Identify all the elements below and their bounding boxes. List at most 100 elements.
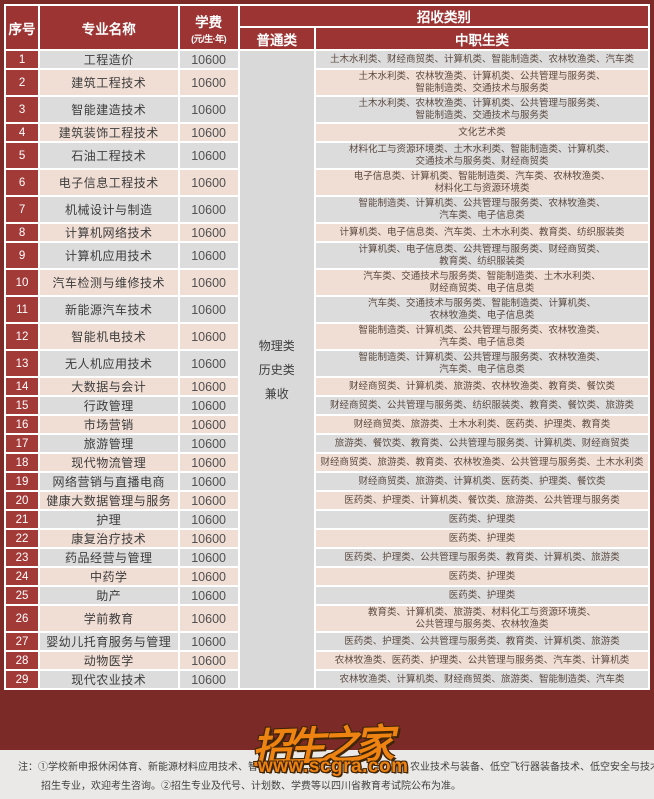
vocational-categories-cell: 旅游类、餐饮类、教育类、公共管理与服务类、计算机类、财经商贸类 xyxy=(313,433,651,454)
header-col-fee: 学费 (元/生·年) xyxy=(177,4,240,51)
vocational-categories-cell: 计算机类、电子信息类、汽车类、土木水利类、教育类、纺织服装类 xyxy=(313,222,651,243)
tuition-cell: 10600 xyxy=(177,395,240,416)
tuition-cell: 10600 xyxy=(177,222,240,243)
vocational-categories-cell: 文化艺术类 xyxy=(313,122,651,143)
row-number-cell: 3 xyxy=(3,95,41,124)
table-row: 26 学前教育 10600 教育类、计算机类、旅游类、材料化工与资源环境类、 公共管理… xyxy=(3,604,651,633)
footnote-line1-left: 注：①学校新申报休闲体育、新能源材料应用技术、智能制造装 xyxy=(18,762,298,773)
tuition-cell: 10600 xyxy=(177,566,240,587)
tuition-cell: 10600 xyxy=(177,141,240,170)
major-name-cell: 无人机应用技术 xyxy=(38,349,180,378)
tuition-cell: 10600 xyxy=(177,509,240,530)
table-body: 1 工程造价 10600 物理类 历史类 兼收 土木水利类、财经商贸类、计算机类、智能制造类… xyxy=(3,49,651,690)
vocational-categories-cell: 电子信息类、计算机类、智能制造类、汽车类、农林牧渔类、 材料化工与资源环境类 xyxy=(313,168,651,197)
table-row: 8 计算机网络技术 10600 计算机类、电子信息类、汽车类、土木水利类、教育类、纺织… xyxy=(3,222,651,243)
vocational-categories-cell: 农林牧渔类、计算机类、财经商贸类、旅游类、智能制造类、汽车类 xyxy=(313,669,651,690)
major-name-cell: 汽车检测与维修技术 xyxy=(38,268,180,297)
tuition-cell: 10600 xyxy=(177,528,240,549)
row-number-cell: 25 xyxy=(3,585,41,606)
row-number-cell: 18 xyxy=(3,452,41,473)
major-name-cell: 健康大数据管理与服务 xyxy=(38,490,180,511)
table-row: 12 智能机电技术 10600 智能制造类、计算机类、公共管理与服务类、农林牧渔类、 … xyxy=(3,322,651,351)
row-number-cell: 7 xyxy=(3,195,41,224)
table-row: 13 无人机应用技术 10600 智能制造类、计算机类、公共管理与服务类、农林牧渔类、… xyxy=(3,349,651,378)
tuition-cell: 10600 xyxy=(177,669,240,690)
footnote-line-2: 招生专业，欢迎考生咨询。②招生专业及代号、计划数、学费等以四川省教育考试院公布为… xyxy=(41,781,461,792)
major-name-cell: 建筑工程技术 xyxy=(38,68,180,97)
row-number-cell: 9 xyxy=(3,241,41,270)
header-fee-unit: (元/生·年) xyxy=(191,33,227,44)
table-row: 19 网络营销与直播电商 10600 财经商贸类、旅游类、计算机类、医药类、护理类、餐… xyxy=(3,471,651,492)
row-number-cell: 1 xyxy=(3,49,41,70)
table-row: 25 助产 10600 医药类、护理类 xyxy=(3,585,651,606)
vocational-categories-cell: 财经商贸类、旅游类、计算机类、医药类、护理类、餐饮类 xyxy=(313,471,651,492)
table-row: 2 建筑工程技术 10600 土木水利类、农林牧渔类、计算机类、公共管理与服务类、 智… xyxy=(3,68,651,97)
row-number-cell: 27 xyxy=(3,631,41,652)
vocational-categories-cell: 农林牧渔类、医药类、护理类、公共管理与服务类、汽车类、计算机类 xyxy=(313,650,651,671)
vocational-categories-cell: 财经商贸类、旅游类、教育类、农林牧渔类、公共管理与服务类、土木水利类 xyxy=(313,452,651,473)
row-number-cell: 5 xyxy=(3,141,41,170)
major-name-cell: 康复治疗技术 xyxy=(38,528,180,549)
row-number-cell: 17 xyxy=(3,433,41,454)
vocational-categories-cell: 财经商贸类、计算机类、旅游类、农林牧渔类、教育类、餐饮类 xyxy=(313,376,651,397)
major-name-cell: 旅游管理 xyxy=(38,433,180,454)
row-number-cell: 11 xyxy=(3,295,41,324)
header-fee-label: 学费 xyxy=(195,14,223,30)
vocational-categories-cell: 医药类、护理类 xyxy=(313,528,651,549)
tuition-cell: 10600 xyxy=(177,295,240,324)
row-number-cell: 4 xyxy=(3,122,41,143)
major-name-cell: 智能建造技术 xyxy=(38,95,180,124)
tuition-cell: 10600 xyxy=(177,95,240,124)
tuition-cell: 10600 xyxy=(177,68,240,97)
tuition-cell: 10600 xyxy=(177,471,240,492)
major-name-cell: 行政管理 xyxy=(38,395,180,416)
row-number-cell: 13 xyxy=(3,349,41,378)
tuition-cell: 10600 xyxy=(177,452,240,473)
row-number-cell: 10 xyxy=(3,268,41,297)
header-col-vocational: 中职生类 xyxy=(313,26,651,51)
vocational-categories-cell: 智能制造类、计算机类、公共管理与服务类、农林牧渔类、 汽车类、电子信息类 xyxy=(313,195,651,224)
row-number-cell: 15 xyxy=(3,395,41,416)
tuition-cell: 10600 xyxy=(177,585,240,606)
table-row: 9 计算机应用技术 10600 计算机类、电子信息类、公共管理与服务类、财经商贸类、 … xyxy=(3,241,651,270)
vocational-categories-cell: 财经商贸类、旅游类、土木水利类、医药类、护理类、教育类 xyxy=(313,414,651,435)
footnotes: 注：①学校新申报休闲体育、新能源材料应用技术、智能制造装 农业技术与装备、低空飞行… xyxy=(0,750,654,799)
major-name-cell: 动物医学 xyxy=(38,650,180,671)
general-category-label: 兼收 xyxy=(264,387,289,401)
major-name-cell: 计算机网络技术 xyxy=(38,222,180,243)
tuition-cell: 10600 xyxy=(177,433,240,454)
vocational-categories-cell: 智能制造类、计算机类、公共管理与服务类、农林牧渔类、 汽车类、电子信息类 xyxy=(313,349,651,378)
vocational-categories-cell: 土木水利类、农林牧渔类、计算机类、公共管理与服务类、 智能制造类、交通技术与服务… xyxy=(313,68,651,97)
major-name-cell: 建筑装饰工程技术 xyxy=(38,122,180,143)
row-number-cell: 20 xyxy=(3,490,41,511)
tuition-cell: 10600 xyxy=(177,49,240,70)
major-name-cell: 中药学 xyxy=(38,566,180,587)
row-number-cell: 6 xyxy=(3,168,41,197)
row-number-cell: 14 xyxy=(3,376,41,397)
tuition-cell: 10600 xyxy=(177,168,240,197)
table-row: 24 中药学 10600 医药类、护理类 xyxy=(3,566,651,587)
major-name-cell: 机械设计与制造 xyxy=(38,195,180,224)
major-name-cell: 智能机电技术 xyxy=(38,322,180,351)
row-number-cell: 24 xyxy=(3,566,41,587)
general-category-merged-cell: 物理类 历史类 兼收 xyxy=(237,49,316,690)
tuition-cell: 10600 xyxy=(177,322,240,351)
major-name-cell: 计算机应用技术 xyxy=(38,241,180,270)
row-number-cell: 23 xyxy=(3,547,41,568)
major-name-cell: 现代物流管理 xyxy=(38,452,180,473)
table-row: 7 机械设计与制造 10600 智能制造类、计算机类、公共管理与服务类、农林牧渔类、 … xyxy=(3,195,651,224)
vocational-categories-cell: 医药类、护理类 xyxy=(313,509,651,530)
row-number-cell: 16 xyxy=(3,414,41,435)
table-row: 17 旅游管理 10600 旅游类、餐饮类、教育类、公共管理与服务类、计算机类、财经商… xyxy=(3,433,651,454)
general-category-label: 历史类 xyxy=(258,363,295,377)
vocational-categories-cell: 教育类、计算机类、旅游类、材料化工与资源环境类、 公共管理与服务类、农林牧渔类 xyxy=(313,604,651,633)
vocational-categories-cell: 计算机类、电子信息类、公共管理与服务类、财经商贸类、 教育类、纺织服装类 xyxy=(313,241,651,270)
major-name-cell: 石油工程技术 xyxy=(38,141,180,170)
header-col-general: 普通类 xyxy=(237,26,316,51)
table-row: 23 药品经营与管理 10600 医药类、护理类、公共管理与服务类、教育类、计算机类、… xyxy=(3,547,651,568)
tuition-cell: 10600 xyxy=(177,547,240,568)
row-number-cell: 19 xyxy=(3,471,41,492)
major-name-cell: 大数据与会计 xyxy=(38,376,180,397)
table-row: 10 汽车检测与维修技术 10600 汽车类、交通技术与服务类、智能制造类、土木水利类… xyxy=(3,268,651,297)
major-name-cell: 新能源汽车技术 xyxy=(38,295,180,324)
